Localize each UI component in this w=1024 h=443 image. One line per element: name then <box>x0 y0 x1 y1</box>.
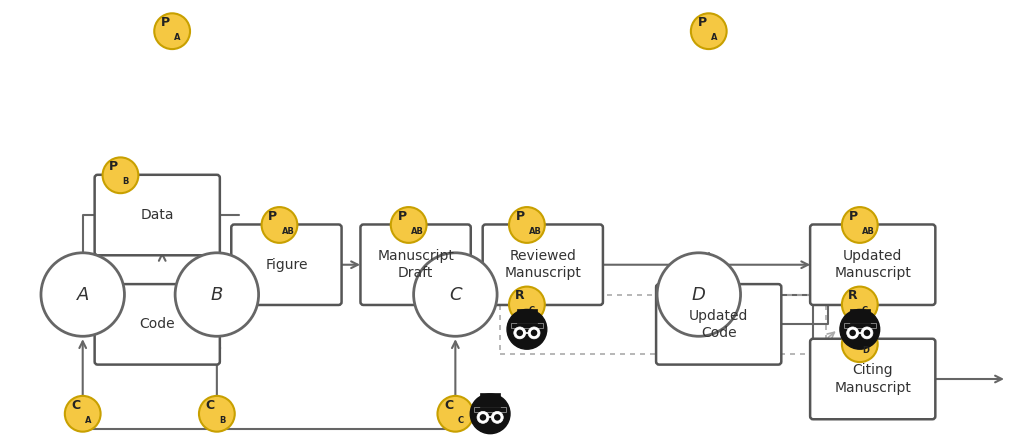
Circle shape <box>528 327 540 339</box>
Text: A: A <box>711 33 717 42</box>
Text: Updated
Manuscript: Updated Manuscript <box>835 249 911 280</box>
Text: R: R <box>515 289 525 303</box>
Circle shape <box>507 310 547 349</box>
Circle shape <box>199 396 234 431</box>
FancyBboxPatch shape <box>810 225 935 305</box>
Text: P: P <box>397 210 407 223</box>
Text: Manuscript
Draft: Manuscript Draft <box>377 249 454 280</box>
Circle shape <box>514 327 525 339</box>
Circle shape <box>155 13 190 49</box>
Text: Data: Data <box>140 208 174 222</box>
Circle shape <box>840 310 880 349</box>
Circle shape <box>509 287 545 323</box>
Text: D: D <box>692 286 706 303</box>
Text: AB: AB <box>411 227 424 236</box>
Text: Code: Code <box>139 317 175 331</box>
Text: A: A <box>85 416 91 425</box>
Text: Reviewed
Manuscript: Reviewed Manuscript <box>505 249 582 280</box>
Text: A: A <box>174 33 180 42</box>
Circle shape <box>470 394 510 434</box>
Circle shape <box>41 253 125 336</box>
Circle shape <box>863 330 870 336</box>
Text: Updated
Code: Updated Code <box>689 309 749 340</box>
Text: C: C <box>444 399 454 412</box>
Text: P: P <box>161 16 170 29</box>
Circle shape <box>861 327 872 339</box>
Circle shape <box>691 13 727 49</box>
Bar <box>474 407 506 412</box>
Text: P: P <box>849 210 858 223</box>
Text: P: P <box>268 210 278 223</box>
Circle shape <box>261 207 297 243</box>
Circle shape <box>479 414 486 421</box>
Text: Citing
Manuscript: Citing Manuscript <box>835 363 911 395</box>
Circle shape <box>847 327 858 339</box>
Bar <box>844 323 876 328</box>
Bar <box>480 393 500 407</box>
Circle shape <box>437 396 473 431</box>
FancyBboxPatch shape <box>482 225 603 305</box>
Text: D: D <box>862 346 868 355</box>
FancyBboxPatch shape <box>94 175 220 255</box>
Circle shape <box>842 326 878 362</box>
FancyBboxPatch shape <box>231 225 342 305</box>
Text: C: C <box>862 307 868 315</box>
Text: AB: AB <box>528 227 542 236</box>
Circle shape <box>516 330 523 336</box>
Text: P: P <box>849 329 858 342</box>
Circle shape <box>849 330 856 336</box>
Text: B: B <box>123 177 129 186</box>
Text: P: P <box>516 210 525 223</box>
Circle shape <box>102 157 138 193</box>
Bar <box>850 309 869 323</box>
Text: B: B <box>211 286 223 303</box>
Text: C: C <box>528 307 535 315</box>
FancyBboxPatch shape <box>94 284 220 365</box>
Circle shape <box>492 412 503 424</box>
Circle shape <box>175 253 259 336</box>
FancyBboxPatch shape <box>810 339 935 419</box>
Circle shape <box>509 207 545 243</box>
Text: C: C <box>450 286 462 303</box>
Text: AB: AB <box>862 227 874 236</box>
FancyBboxPatch shape <box>360 225 471 305</box>
Circle shape <box>391 207 427 243</box>
Text: AB: AB <box>282 227 294 236</box>
Bar <box>517 309 537 323</box>
Circle shape <box>530 330 538 336</box>
Text: C: C <box>206 399 215 412</box>
Circle shape <box>494 414 501 421</box>
Circle shape <box>65 396 100 431</box>
FancyBboxPatch shape <box>656 284 781 365</box>
Text: C: C <box>72 399 81 412</box>
Text: P: P <box>110 160 119 173</box>
Text: C: C <box>458 416 464 425</box>
Text: B: B <box>219 416 225 425</box>
Circle shape <box>842 207 878 243</box>
Text: R: R <box>848 289 858 303</box>
Text: P: P <box>697 16 707 29</box>
Circle shape <box>477 412 488 424</box>
Text: Figure: Figure <box>265 258 307 272</box>
Bar <box>511 323 543 328</box>
Circle shape <box>414 253 497 336</box>
Text: A: A <box>77 286 89 303</box>
Circle shape <box>657 253 740 336</box>
Circle shape <box>842 287 878 323</box>
